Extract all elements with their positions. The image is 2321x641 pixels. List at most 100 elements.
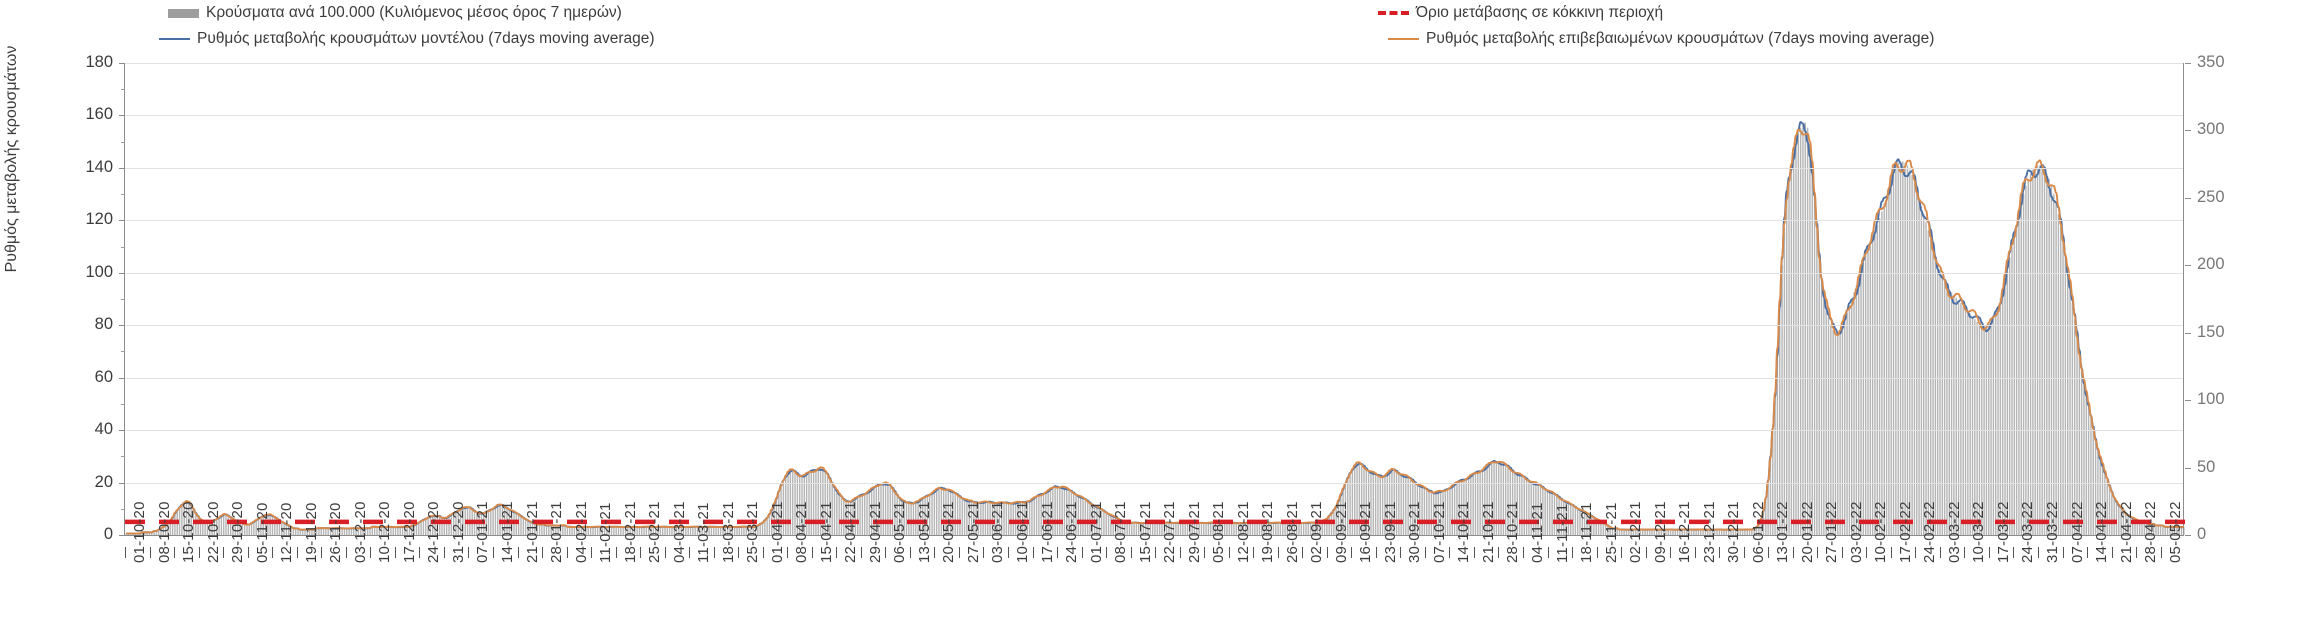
legend-item-model-rate[interactable]: Ρυθμός μεταβολής κρουσμάτων μοντέλου (7d…: [159, 30, 655, 48]
x-axis-tick: [591, 547, 593, 558]
x-axis-tick-label: 05-05-22: [2166, 501, 2184, 563]
x-axis-tick-label: 09-12-21: [1651, 501, 1669, 563]
x-axis-tick-label: 24-12-20: [425, 501, 443, 563]
x-axis-tick: [247, 547, 249, 558]
x-axis-tick-label: 25-11-21: [1602, 502, 1620, 563]
gridline: [125, 272, 2183, 274]
x-axis-tick: [198, 547, 200, 558]
x-axis-tick-label: 18-11-21: [1578, 502, 1596, 563]
x-axis-tick: [1817, 547, 1819, 558]
y-axis-left-minor-tick: [121, 456, 125, 458]
y-axis-left-minor-tick: [121, 246, 125, 248]
y-axis-left-minor-tick: [121, 508, 125, 510]
x-axis-tick: [1449, 547, 1451, 558]
x-axis-tick: [566, 547, 568, 558]
gridline: [125, 325, 2183, 327]
y-axis-left-tick-label: 20: [94, 472, 113, 491]
x-axis-tick-label: 22-07-21: [1161, 501, 1179, 563]
x-axis-tick-label: 05-08-21: [1210, 501, 1228, 563]
y-axis-left-tick: [119, 535, 125, 536]
x-axis-tick: [174, 547, 176, 558]
x-axis-tick: [272, 547, 274, 558]
x-axis-tick-label: 10-06-21: [1014, 501, 1032, 563]
y-axis-right-tick-label: 0: [2197, 525, 2207, 543]
x-axis-tick-label: 15-10-20: [180, 501, 198, 563]
x-axis-tick: [419, 547, 421, 558]
x-axis-tick: [1498, 547, 1500, 558]
legend-item-confirmed-rate[interactable]: Ρυθμός μεταβολής επιβεβαιωμένων κρουσμάτ…: [1388, 30, 1934, 48]
x-axis-tick: [1572, 547, 1574, 558]
y-axis-left-minor-tick: [121, 299, 125, 300]
legend-label: Όριο μετάβασης σε κόκκινη περιοχή: [1416, 4, 1664, 21]
x-axis-tick: [1964, 547, 1966, 558]
x-axis-tick: [1939, 547, 1941, 558]
x-axis-tick: [345, 547, 347, 558]
x-axis-tick-label: 08-04-21: [793, 501, 811, 563]
x-axis-tick-label: 23-09-21: [1381, 501, 1399, 563]
x-axis-tick-label: 10-03-22: [1970, 501, 1988, 563]
y-axis-left-tick: [119, 167, 125, 169]
legend-label: Κρούσματα ανά 100.000 (Κυλιόμενος μέσος …: [206, 4, 622, 21]
x-axis-tick-label: 26-08-21: [1283, 501, 1301, 563]
x-axis-tick: [1719, 547, 1721, 558]
y-axis-left-tick-label: 160: [85, 105, 113, 124]
x-axis-tick-label: 29-07-21: [1185, 501, 1203, 563]
x-axis-tick-label: 20-01-22: [1798, 501, 1816, 563]
x-axis-tick-label: 02-12-21: [1627, 501, 1645, 563]
legend-label: Ρυθμός μεταβολής επιβεβαιωμένων κρουσμάτ…: [1426, 30, 1935, 47]
x-axis-tick-label: 22-10-20: [204, 501, 222, 563]
x-axis-tick: [983, 547, 985, 558]
y-axis-left-tick-label: 80: [94, 315, 113, 334]
x-axis-tick-label: 14-10-21: [1455, 501, 1473, 563]
x-axis-tick: [1277, 547, 1279, 558]
x-axis-tick-label: 31-03-22: [2044, 501, 2062, 563]
y-axis-right-tick-label: 50: [2197, 457, 2216, 476]
x-axis-tick: [493, 547, 495, 558]
gridline: [125, 430, 2183, 432]
y-axis-left-tick: [119, 325, 125, 327]
legend-item-cases-per-100k[interactable]: Κρούσματα ανά 100.000 (Κυλιόμενος μέσος …: [168, 4, 622, 22]
x-axis-tick: [958, 547, 960, 558]
y-axis-left-title: Ρυθμός μεταβολής κρουσμάτων: [3, 45, 20, 273]
y-axis-left-tick-label: 120: [85, 210, 113, 229]
x-axis-tick-label: 27-01-22: [1823, 501, 1841, 563]
x-axis-tick-label: 21-04-22: [2117, 501, 2135, 563]
x-axis-tick-label: 03-03-22: [1945, 501, 1963, 563]
bar-swatch-icon: [168, 8, 199, 18]
x-axis-tick-label: 19-11-20: [302, 502, 320, 563]
x-axis-tick: [615, 547, 617, 558]
x-axis-tick-label: 03-06-21: [989, 501, 1007, 563]
gridline: [125, 115, 2183, 117]
y-axis-left-tick-label: 60: [94, 367, 113, 386]
x-axis-tick: [149, 547, 151, 558]
x-axis-tick-label: 23-12-21: [1700, 501, 1718, 563]
series-layer: [125, 121, 2185, 536]
y-axis-right-tick-label: 250: [2197, 187, 2225, 206]
x-axis-tick: [713, 547, 715, 558]
x-axis-tick-label: 08-07-21: [1112, 501, 1130, 563]
x-axis-tick-label: 17-12-20: [400, 501, 418, 563]
dashed-line-swatch-icon: [1378, 11, 1409, 15]
x-axis-tick: [787, 547, 789, 558]
x-axis-tick: [934, 547, 936, 558]
y-axis-right-tick-label: 100: [2197, 390, 2225, 409]
x-axis-tick: [2160, 547, 2162, 558]
x-axis-tick-label: 16-09-21: [1357, 501, 1375, 563]
y-axis-right-tick: [2185, 265, 2191, 267]
x-axis-tick: [394, 547, 396, 558]
y-axis-left-minor-tick: [121, 194, 125, 196]
x-axis-tick: [1302, 547, 1304, 558]
x-axis-tick: [1792, 547, 1794, 558]
x-axis-tick: [2136, 547, 2138, 558]
x-axis-tick-label: 16-12-21: [1676, 501, 1694, 563]
x-axis-tick-label: 17-02-22: [1896, 501, 1914, 563]
plot-area: 0 20 40 60 80 100 120 140 160 180 0 50 100 150 200 250 3…: [85, 53, 2224, 543]
x-axis-tick-label: 30-09-21: [1406, 501, 1424, 563]
x-axis-tick: [1351, 547, 1353, 558]
x-axis-tick-label: 08-10-20: [155, 501, 173, 563]
x-axis-tick-label: 24-06-21: [1063, 501, 1081, 563]
x-axis-tick-label: 15-04-21: [817, 501, 835, 563]
legend-item-red-threshold[interactable]: Όριο μετάβασης σε κόκκινη περιοχή: [1378, 4, 1663, 22]
x-axis-tick: [836, 547, 838, 558]
x-axis-tick: [1253, 547, 1255, 558]
